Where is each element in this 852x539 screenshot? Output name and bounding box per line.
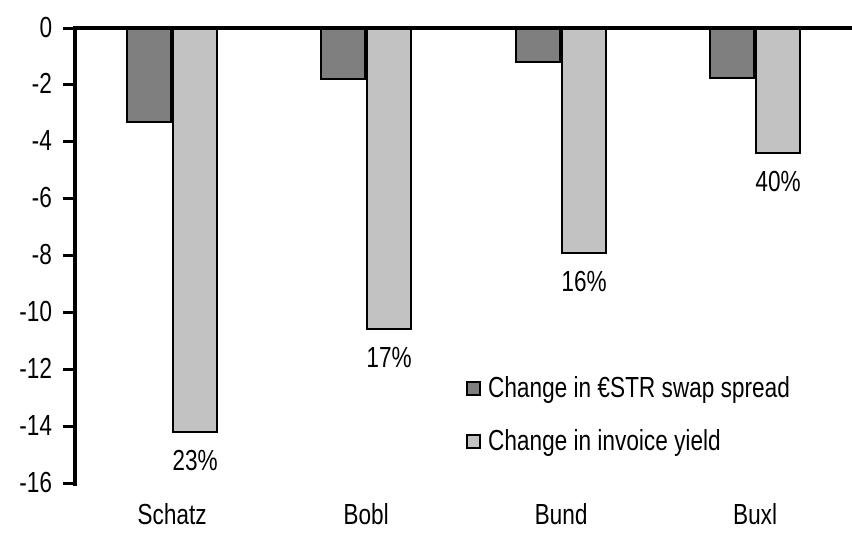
legend-label-invoice-yield-text: Change in invoice yield: [488, 425, 721, 457]
bar-schatz-swap-spread: [126, 27, 173, 123]
category-label-buxl: Buxl: [727, 499, 783, 532]
bar-buxl-invoice-yield: [754, 27, 801, 155]
bar-bobl-invoice-yield: [366, 27, 413, 331]
y-tick-label: -16: [0, 467, 52, 500]
y-tick-label-text: 0: [39, 11, 52, 44]
y-tick-mark: [63, 26, 75, 30]
y-axis-line: [73, 26, 77, 486]
y-tick-mark: [63, 367, 75, 371]
y-tick-label: -10: [0, 296, 52, 329]
bar-value-label-bobl: 17%: [360, 342, 418, 375]
y-tick-label: -14: [0, 410, 52, 443]
bar-value-label-bobl-text: 17%: [366, 342, 413, 375]
bar-bund-swap-spread: [514, 27, 561, 64]
legend-label-swap-spread-text: Change in €STR swap spread: [488, 372, 790, 404]
y-tick-label: -2: [0, 68, 52, 101]
y-tick-label-text: -10: [19, 295, 52, 328]
y-tick-label-text: -14: [19, 409, 52, 442]
y-tick-label: 0: [0, 12, 52, 45]
legend-item-invoice-yield: Change in invoice yield: [466, 425, 786, 458]
category-label-schatz: Schatz: [128, 499, 217, 532]
y-tick-mark: [63, 424, 75, 428]
bar-value-label-bund: 16%: [555, 266, 613, 299]
legend-item-swap-spread: Change in €STR swap spread: [466, 372, 852, 405]
category-label-buxl-text: Buxl: [732, 499, 777, 531]
y-tick-mark: [63, 140, 75, 144]
y-tick-label: -8: [0, 239, 52, 272]
legend-label-swap-spread: Change in €STR swap spread: [488, 372, 852, 405]
bar-value-label-bund-text: 16%: [560, 265, 607, 298]
y-tick-label-text: -8: [31, 239, 52, 271]
y-tick-label-text: -4: [31, 125, 52, 158]
legend-swatch-swap-spread-icon: [466, 381, 481, 396]
y-tick-mark: [63, 481, 75, 485]
category-label-bobl-text: Bobl: [343, 499, 390, 531]
legend-label-invoice-yield: Change in invoice yield: [488, 425, 786, 458]
y-tick-label: -6: [0, 182, 52, 215]
bar-schatz-invoice-yield: [172, 27, 219, 433]
bar-value-label-buxl: 40%: [749, 166, 807, 199]
y-tick-label-text: -12: [19, 352, 52, 385]
y-tick-label: -12: [0, 353, 52, 386]
bar-bobl-swap-spread: [320, 27, 367, 81]
y-tick-mark: [63, 254, 75, 257]
y-tick-label: -4: [0, 125, 52, 158]
legend-swatch-invoice-yield-icon: [466, 434, 481, 449]
category-label-bobl: Bobl: [337, 499, 395, 532]
y-tick-mark: [63, 310, 75, 314]
y-tick-label-text: -16: [19, 466, 52, 499]
y-tick-label-text: -6: [31, 182, 52, 215]
category-label-schatz-text: Schatz: [137, 499, 207, 531]
category-label-bund-text: Bund: [534, 499, 588, 531]
bar-value-label-schatz: 23%: [166, 445, 224, 478]
category-label-bund: Bund: [527, 499, 595, 532]
bar-value-label-schatz-text: 23%: [172, 444, 218, 477]
y-tick-mark: [63, 83, 75, 87]
y-tick-label-text: -2: [31, 68, 52, 101]
y-tick-mark: [63, 197, 75, 201]
x-axis-zero-line: [73, 26, 852, 30]
bar-buxl-swap-spread: [708, 27, 755, 79]
bar-value-label-buxl-text: 40%: [755, 166, 801, 199]
bar-bund-invoice-yield: [560, 27, 607, 254]
